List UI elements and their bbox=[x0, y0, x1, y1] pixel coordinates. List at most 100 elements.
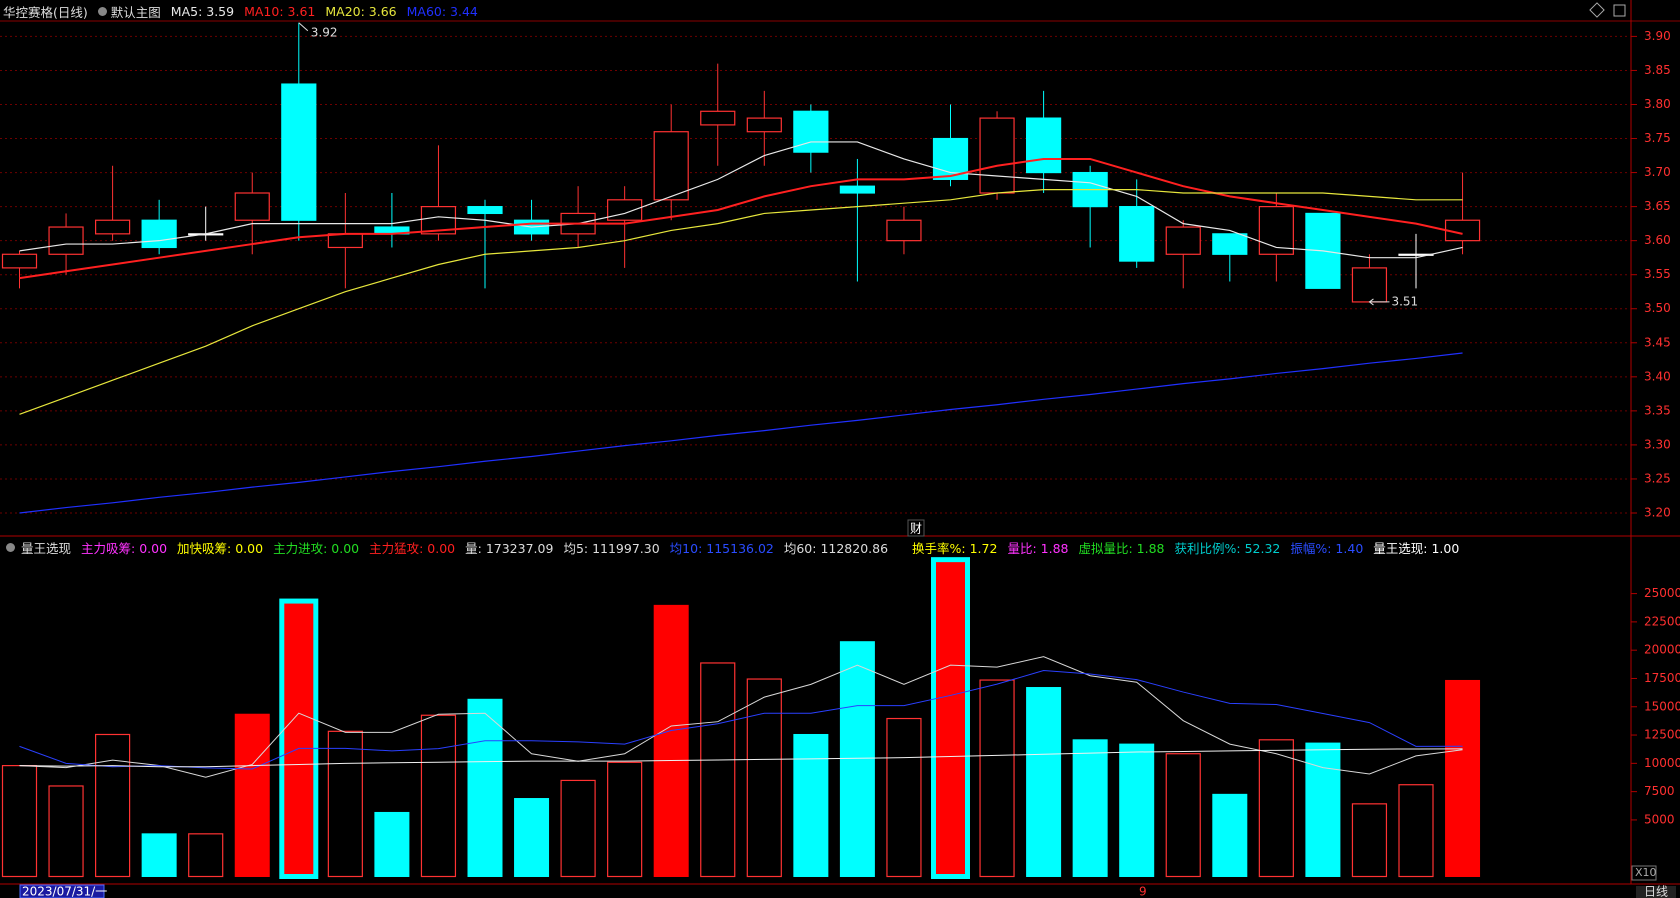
candle-body bbox=[1398, 253, 1434, 256]
indicator: 主力进攻: 0.00 bbox=[273, 541, 360, 556]
y-tick-label: 10000 bbox=[1644, 756, 1680, 770]
volume-bar bbox=[467, 698, 503, 877]
indicator: 均5: 111997.30 bbox=[563, 541, 660, 556]
legend-entry: MA5: 3.59 bbox=[170, 4, 235, 19]
marker: 财 bbox=[910, 522, 922, 536]
volume-title: 量王选现 bbox=[21, 541, 72, 556]
candle-body bbox=[141, 219, 177, 249]
indicator: 获利比例%: 52.32 bbox=[1174, 541, 1281, 556]
ma-line bbox=[19, 141, 1463, 259]
volume-bar bbox=[931, 557, 970, 879]
y-tick-label: 12500 bbox=[1644, 728, 1680, 742]
volume-bar bbox=[700, 662, 736, 878]
date: 2023/07/31/一 bbox=[22, 885, 107, 898]
volume-bar bbox=[420, 714, 457, 878]
volume-unit: X10 bbox=[1635, 866, 1657, 879]
candle-body bbox=[1, 253, 38, 269]
legend-entry: MA60: 3.44 bbox=[406, 4, 478, 19]
y-tick-label: 3.40 bbox=[1644, 369, 1671, 383]
volume-bar bbox=[234, 713, 270, 878]
y-tick-label: 3.50 bbox=[1644, 301, 1671, 315]
volume-bar bbox=[374, 811, 410, 877]
y-tick-label: 25000 bbox=[1644, 586, 1680, 600]
indicator: 均10: 115136.02 bbox=[669, 541, 774, 556]
price-legend: 华控赛格(日线) 默认主图 MA5: 3.59 MA10: 3.61 MA20: 3… bbox=[3, 2, 478, 21]
indicator: 量比: 1.88 bbox=[1007, 541, 1069, 556]
period-box[interactable] bbox=[1636, 886, 1676, 898]
chart-title: 华控赛格(日线) bbox=[3, 5, 88, 20]
volume-bar bbox=[1072, 739, 1108, 878]
candle-body bbox=[839, 185, 876, 194]
volume-bar bbox=[1258, 739, 1294, 878]
y-tick-label: 3.60 bbox=[1644, 233, 1671, 247]
volume-bar bbox=[1305, 742, 1341, 877]
window-icon[interactable] bbox=[1613, 4, 1626, 17]
volume-bar bbox=[979, 679, 1015, 878]
candle-body bbox=[1025, 117, 1062, 174]
candle-body bbox=[1351, 267, 1388, 303]
y-tick-label: 3.85 bbox=[1644, 63, 1671, 77]
y-tick-label: 3.45 bbox=[1644, 335, 1671, 349]
volume-ma-line bbox=[19, 748, 1463, 768]
y-tick-label: 3.80 bbox=[1644, 97, 1671, 111]
ma-line bbox=[19, 188, 1463, 415]
candle-body bbox=[1119, 206, 1155, 262]
y-tick-label: 3.20 bbox=[1644, 506, 1671, 520]
candle-body bbox=[327, 233, 363, 249]
candle-body bbox=[886, 219, 922, 242]
volume-bar bbox=[1119, 743, 1155, 877]
indicator: 虚拟量比: 1.88 bbox=[1078, 541, 1165, 556]
candle-body bbox=[234, 192, 270, 221]
ma-line bbox=[19, 157, 1463, 280]
diamond-icon[interactable] bbox=[1589, 2, 1605, 18]
volume-bar bbox=[1398, 784, 1434, 878]
y-tick-label: 5000 bbox=[1644, 812, 1675, 826]
cursor-mark: 9 bbox=[1139, 885, 1147, 898]
candle-body bbox=[746, 117, 782, 133]
y-tick-label: 3.35 bbox=[1644, 403, 1671, 417]
volume-bar bbox=[94, 733, 131, 878]
indicator: 量王选现: 1.00 bbox=[1373, 541, 1460, 556]
indicator: 主力吸筹: 0.00 bbox=[81, 541, 168, 556]
candle-body bbox=[700, 110, 736, 126]
annotation: 3.51 bbox=[1391, 294, 1418, 308]
y-tick-label: 22500 bbox=[1644, 614, 1680, 628]
indicator: 量: 173237.09 bbox=[465, 541, 554, 556]
unit-box bbox=[1631, 865, 1657, 881]
icon bbox=[97, 7, 107, 16]
legend-entry: MA10: 3.61 bbox=[244, 4, 316, 19]
icon bbox=[6, 543, 15, 552]
volume-bar bbox=[1351, 803, 1388, 878]
annotation: 3.92 bbox=[311, 25, 338, 39]
y-tick-label: 3.55 bbox=[1644, 267, 1671, 281]
candle-body bbox=[48, 226, 84, 255]
volume-bar bbox=[1212, 793, 1248, 877]
candle-body bbox=[1212, 233, 1248, 255]
volume-bar bbox=[746, 678, 782, 878]
y-tick-label: 17500 bbox=[1644, 671, 1680, 685]
y-tick-label: 3.30 bbox=[1644, 437, 1671, 451]
date-box bbox=[19, 884, 105, 898]
y-tick-label: 20000 bbox=[1644, 643, 1680, 657]
volume-bar bbox=[1, 765, 38, 878]
volume-legend: 量王选现 主力吸筹: 0.00 加快吸筹: 0.00 主力进攻: 0.00 主力猛攻:… bbox=[6, 538, 1459, 557]
legend-entry: MA20: 3.66 bbox=[325, 4, 397, 19]
volume-bar bbox=[653, 604, 689, 877]
volume-bar bbox=[607, 761, 643, 878]
volume-bar bbox=[279, 598, 319, 879]
y-tick-label: 3.65 bbox=[1644, 199, 1671, 213]
volume-bar bbox=[188, 833, 224, 878]
volume-bar bbox=[1026, 687, 1062, 878]
period[interactable]: 日线 bbox=[1644, 885, 1668, 898]
volume-bar bbox=[1165, 753, 1201, 878]
candle-body bbox=[653, 131, 689, 201]
candle-body bbox=[1258, 206, 1294, 255]
y-tick-label: 3.75 bbox=[1644, 131, 1671, 145]
y-tick-label: 3.25 bbox=[1644, 471, 1671, 485]
ma-line bbox=[19, 352, 1463, 514]
indicator: 振幅%: 1.40 bbox=[1290, 541, 1364, 556]
volume-bar bbox=[141, 833, 177, 878]
volume-bar bbox=[48, 785, 84, 878]
